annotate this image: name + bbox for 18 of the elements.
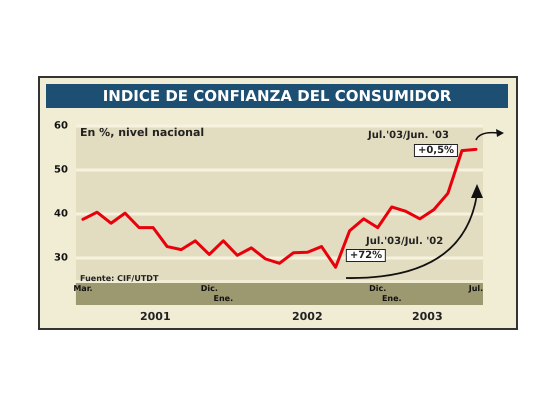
annotation: Fuente: CIF/UTDT [80,274,158,283]
x-tick-label: Dic. [369,284,386,294]
annotation: Jul.'03/Jul. '02 [366,236,444,247]
text: 2002 [292,310,323,323]
text: 2003 [412,310,443,323]
y-tick-label: 50 [54,164,68,176]
annotation: Jul.'03/Jun. '03 [368,130,449,141]
y-tick-label: 30 [54,252,68,264]
annotation: +72% [346,249,386,262]
x-tick-label: Dic. [200,284,218,294]
annotation: +0,5% [414,144,458,157]
x-tick-label: Jul. [468,284,484,294]
chart-subtitle: En %, nivel nacional [80,126,204,139]
y-tick-label: 40 [54,208,68,220]
y-tick-label: 60 [54,120,68,132]
text: 2001 [140,310,171,323]
x-tick-label: Ene. [382,294,402,304]
x-tick-label: Ene. [213,294,234,304]
